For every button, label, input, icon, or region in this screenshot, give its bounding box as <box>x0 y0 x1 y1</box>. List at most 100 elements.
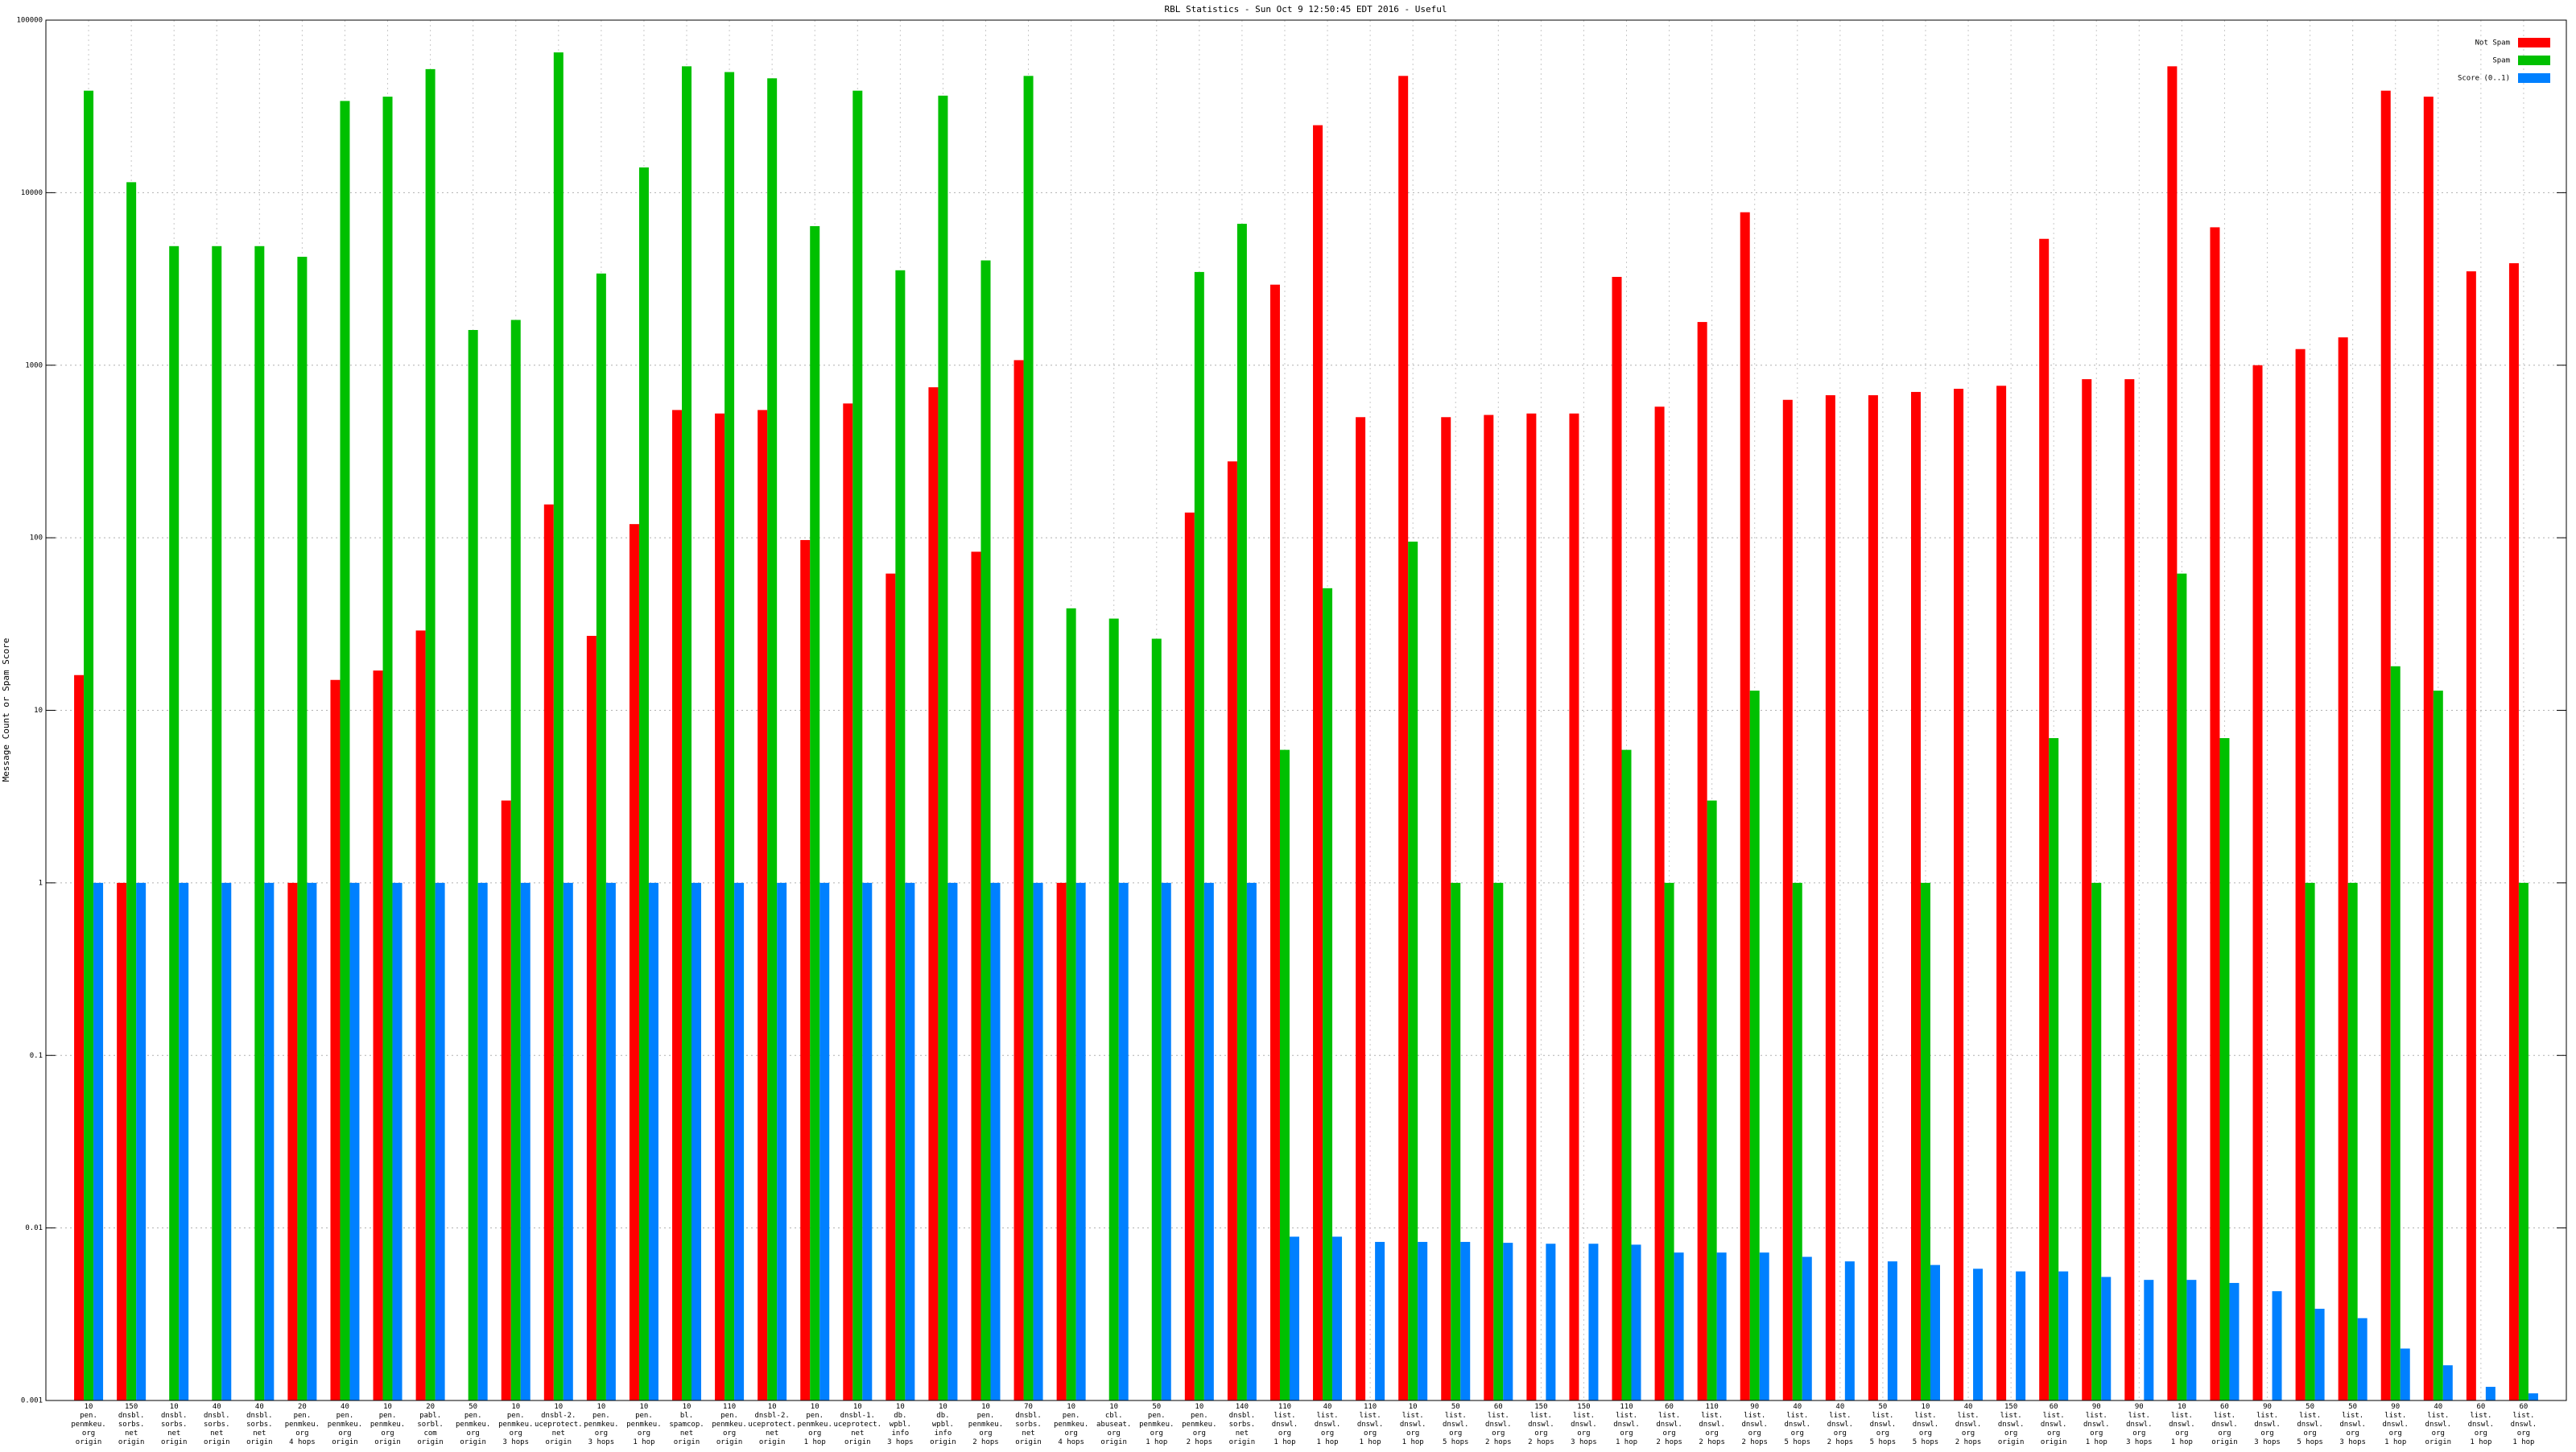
bar <box>1279 749 1290 1400</box>
bar <box>117 882 127 1400</box>
x-tick-label: 40 list. dnswl. org 2 hops <box>1955 1403 1982 1446</box>
bar <box>1408 541 1418 1400</box>
bar <box>510 320 521 1400</box>
bar <box>800 539 811 1400</box>
bar <box>179 882 189 1400</box>
bar <box>221 882 232 1400</box>
bar <box>2357 1318 2368 1400</box>
bar <box>1588 1244 1599 1400</box>
bar <box>1654 406 1665 1400</box>
bar <box>93 882 104 1400</box>
bar <box>938 95 948 1400</box>
bar <box>435 882 445 1400</box>
x-tick-label: 60 list. dnswl. org origin <box>2041 1403 2067 1446</box>
bar <box>2058 1271 2069 1400</box>
bar <box>1782 399 1793 1400</box>
bar <box>1716 1252 1727 1400</box>
bar <box>1203 882 1214 1400</box>
bar <box>629 524 639 1400</box>
x-tick-label: 10 dnsbl-2. uceprotect. net origin <box>748 1403 796 1446</box>
bar <box>1161 882 1171 1400</box>
bar <box>767 78 778 1401</box>
bar <box>724 72 735 1400</box>
bar <box>2186 1280 2197 1400</box>
bar <box>1740 212 1750 1401</box>
bar <box>810 225 820 1400</box>
bar <box>777 882 787 1400</box>
bar <box>1033 882 1043 1400</box>
bar <box>1954 389 1964 1400</box>
x-tick-label: 10 pen. penmkeu. org origin <box>71 1403 105 1446</box>
x-tick-label: 90 list. dnswl. org 3 hops <box>2126 1403 2153 1446</box>
legend-label: Score (0..1) <box>2458 75 2510 83</box>
bar <box>1493 882 1504 1400</box>
bar <box>638 167 649 1400</box>
x-tick-label: 10 pen. penmkeu. org 1 hop <box>626 1403 661 1446</box>
bar <box>1236 224 1247 1400</box>
bar <box>648 882 658 1400</box>
bar <box>1075 882 1086 1400</box>
bar <box>886 573 896 1400</box>
x-tick-label: 150 list. dnswl. org 3 hops <box>1571 1403 1597 1446</box>
y-tick-label: 100 <box>30 534 43 542</box>
bar <box>2400 1348 2410 1400</box>
bar <box>1973 1268 1984 1400</box>
bar <box>349 882 360 1400</box>
x-tick-label: 140 dnsbl. sorbs. net origin <box>1229 1403 1256 1446</box>
x-tick-label: 10 list. dnswl. org 1 hop <box>2169 1403 2195 1446</box>
bar <box>1759 1252 1769 1400</box>
bar <box>1441 417 1451 1400</box>
x-tick-label: 110 pen. penmkeu. org origin <box>712 1403 746 1446</box>
bar <box>682 66 692 1401</box>
bar <box>1887 1261 1897 1400</box>
bar <box>468 329 478 1400</box>
bar <box>1269 284 1280 1400</box>
bar <box>990 882 1001 1400</box>
bar <box>2528 1393 2538 1400</box>
bar <box>2338 337 2348 1400</box>
bar <box>605 882 616 1400</box>
bar <box>2347 882 2358 1400</box>
bar <box>1825 395 1835 1401</box>
x-tick-label: 60 list. dnswl. org 2 hops <box>1485 1403 1512 1446</box>
bar <box>1526 413 1537 1400</box>
x-tick-label: 110 list. dnswl. org 1 hop <box>1272 1403 1298 1446</box>
legend-swatch <box>2518 38 2550 47</box>
bar <box>1802 1256 1812 1400</box>
legend-label: Not Spam <box>2475 39 2510 47</box>
bar <box>2049 738 2059 1400</box>
bar <box>1013 360 1024 1400</box>
y-tick-label: 1000 <box>25 361 43 369</box>
x-tick-label: 40 dnsbl. sorbs. net origin <box>204 1403 230 1446</box>
bar <box>2016 1271 2026 1400</box>
bar <box>1227 461 1237 1401</box>
x-tick-label: 10 dnsbl-2. uceprotect. net origin <box>535 1403 583 1446</box>
x-tick-label: 10 list. dnswl. org 1 hop <box>1400 1403 1426 1446</box>
x-tick-label: 10 pen. penmkeu. org 3 hops <box>498 1403 533 1446</box>
x-tick-label: 150 list. dnswl. org 2 hops <box>1528 1403 1554 1446</box>
bar <box>1023 76 1034 1400</box>
x-tick-label: 40 dnsbl. sorbs. net origin <box>246 1403 273 1446</box>
y-axis-label: Message Count or Spam Score <box>1 638 11 782</box>
bar <box>84 90 94 1400</box>
bar <box>340 101 350 1400</box>
chart-title: RBL Statistics - Sun Oct 9 12:50:45 EDT … <box>1165 4 1447 14</box>
bar <box>1569 413 1579 1400</box>
bar <box>1674 1252 1684 1400</box>
bar <box>2508 263 2519 1400</box>
bar <box>287 882 298 1400</box>
bar <box>2252 365 2263 1400</box>
x-tick-label: 40 list. dnswl. org 1 hop <box>1315 1403 1341 1446</box>
bar <box>2314 1309 2325 1400</box>
bar <box>126 182 137 1400</box>
bar <box>947 882 958 1400</box>
bar <box>1631 1244 1641 1400</box>
bar <box>2433 691 2443 1400</box>
y-tick-label: 10 <box>34 707 43 715</box>
bar <box>1792 882 1802 1400</box>
bar <box>2466 271 2476 1400</box>
bar <box>1749 691 1760 1400</box>
bar <box>2442 1365 2453 1400</box>
bar <box>905 882 915 1400</box>
